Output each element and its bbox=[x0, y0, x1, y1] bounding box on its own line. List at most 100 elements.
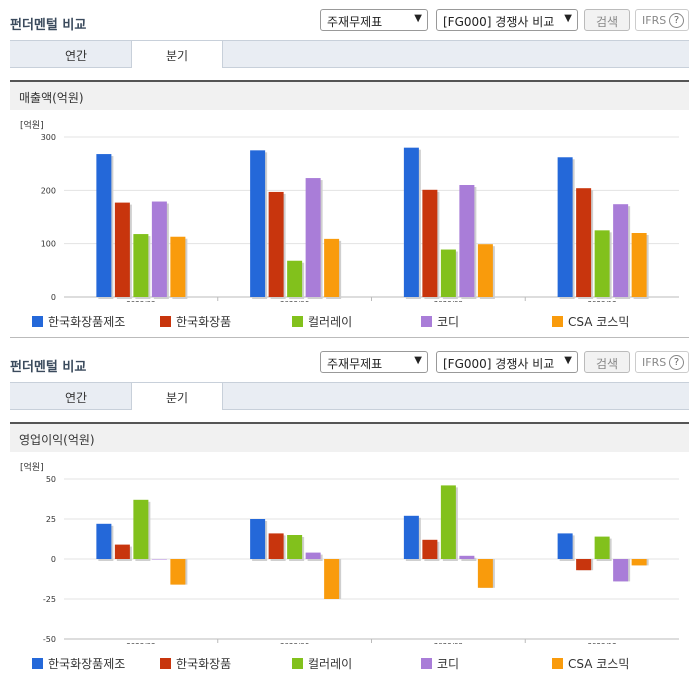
bar-CSA 코스믹[interactable] bbox=[631, 233, 647, 297]
bar-한국화장품제조[interactable] bbox=[250, 519, 266, 559]
y-tick-label: 300 bbox=[41, 133, 56, 142]
bar-컬러레이[interactable] bbox=[440, 485, 456, 559]
compare-select[interactable]: [FG000] 경쟁사 비교 ▼ bbox=[436, 9, 578, 31]
tab-annual[interactable]: 연간 bbox=[64, 391, 88, 405]
y-tick-label: 200 bbox=[41, 186, 56, 195]
legend-label: 컬러레이 bbox=[308, 315, 353, 329]
legend-swatch bbox=[160, 658, 171, 669]
chevron-down-icon: ▼ bbox=[564, 13, 572, 24]
bar-한국화장품[interactable] bbox=[576, 188, 592, 297]
metric-title: 영업이익(억원) bbox=[10, 422, 689, 452]
statement-select[interactable]: 주재무제표 ▼ bbox=[320, 9, 428, 31]
bar-코디[interactable] bbox=[151, 559, 167, 560]
bar-한국화장품[interactable] bbox=[576, 559, 592, 571]
bar-컬러레이[interactable] bbox=[594, 230, 610, 297]
legend-item[interactable]: 한국화장품제조 bbox=[32, 313, 125, 330]
section-title: 펀더멘털 비교 bbox=[10, 360, 87, 375]
legend-item[interactable]: 컬러레이 bbox=[292, 313, 352, 330]
legend-item[interactable]: CSA 코스믹 bbox=[552, 655, 629, 672]
ifrs-button[interactable]: IFRS ? bbox=[635, 9, 689, 31]
x-tick-label: 2023/06 bbox=[280, 642, 310, 644]
bar-한국화장품제조[interactable] bbox=[96, 154, 112, 297]
search-button[interactable]: 검색 bbox=[584, 351, 630, 373]
bar-CSA 코스믹[interactable] bbox=[324, 238, 340, 297]
x-tick-label: 2023/03 bbox=[126, 642, 155, 644]
bar-한국화장품제조[interactable] bbox=[557, 533, 573, 559]
bar-코디[interactable] bbox=[305, 178, 321, 297]
divider bbox=[10, 337, 689, 338]
bar-한국화장품[interactable] bbox=[422, 539, 438, 559]
bar-컬러레이[interactable] bbox=[440, 249, 456, 297]
legend-swatch bbox=[552, 658, 563, 669]
bar-한국화장품[interactable] bbox=[268, 191, 284, 297]
chevron-down-icon: ▼ bbox=[564, 355, 572, 366]
legend-item[interactable]: 코디 bbox=[421, 313, 459, 330]
bar-코디[interactable] bbox=[305, 552, 321, 559]
bar-CSA 코스믹[interactable] bbox=[631, 559, 647, 566]
bar-컬러레이[interactable] bbox=[287, 260, 303, 297]
y-unit-label: [억원] bbox=[20, 463, 44, 473]
legend-item[interactable]: 컬러레이 bbox=[292, 655, 352, 672]
bar-컬러레이[interactable] bbox=[287, 535, 303, 559]
statement-select[interactable]: 주재무제표 ▼ bbox=[320, 351, 428, 373]
tab-quarterly[interactable]: 분기 bbox=[131, 40, 223, 68]
bar-코디[interactable] bbox=[459, 185, 475, 297]
legend-swatch bbox=[32, 658, 43, 669]
bar-코디[interactable] bbox=[151, 201, 167, 297]
compare-select-value: [FG000] 경쟁사 비교 bbox=[443, 15, 555, 29]
y-tick-label: 50 bbox=[46, 475, 56, 484]
legend-label: 한국화장품 bbox=[176, 315, 232, 329]
period-tabs: 연간 분기 bbox=[10, 382, 689, 410]
y-tick-label: -50 bbox=[43, 635, 56, 644]
compare-select-value: [FG000] 경쟁사 비교 bbox=[443, 357, 555, 371]
y-tick-label: -25 bbox=[43, 595, 56, 604]
legend-item[interactable]: 코디 bbox=[421, 655, 459, 672]
bar-한국화장품제조[interactable] bbox=[96, 523, 112, 559]
tab-annual[interactable]: 연간 bbox=[64, 49, 88, 63]
ifrs-button[interactable]: IFRS ? bbox=[635, 351, 689, 373]
x-tick-label: 2023/09 bbox=[434, 300, 463, 302]
x-tick-label: 2023/09 bbox=[434, 642, 463, 644]
bar-한국화장품[interactable] bbox=[114, 202, 130, 297]
bar-컬러레이[interactable] bbox=[594, 536, 610, 559]
bar-한국화장품제조[interactable] bbox=[403, 515, 419, 559]
y-unit-label: [억원] bbox=[20, 121, 44, 131]
fundamental-section-sales: 펀더멘털 비교 주재무제표 ▼ [FG000] 경쟁사 비교 ▼ 검색 IFRS… bbox=[10, 9, 689, 338]
legend-item[interactable]: 한국화장품 bbox=[160, 655, 231, 672]
bar-한국화장품제조[interactable] bbox=[403, 147, 419, 297]
bar-CSA 코스믹[interactable] bbox=[477, 244, 493, 297]
legend-label: 한국화장품 bbox=[176, 657, 232, 671]
legend-item[interactable]: CSA 코스믹 bbox=[552, 313, 629, 330]
help-icon[interactable]: ? bbox=[669, 13, 684, 28]
legend-item[interactable]: 한국화장품 bbox=[160, 313, 231, 330]
bar-코디[interactable] bbox=[613, 204, 629, 297]
compare-select[interactable]: [FG000] 경쟁사 비교 ▼ bbox=[436, 351, 578, 373]
x-tick-label: 2023/03 bbox=[126, 300, 155, 302]
bar-컬러레이[interactable] bbox=[133, 499, 149, 559]
legend-item[interactable]: 한국화장품제조 bbox=[32, 655, 125, 672]
bar-한국화장품[interactable] bbox=[422, 189, 438, 297]
legend-label: CSA 코스믹 bbox=[568, 657, 630, 671]
bar-코디[interactable] bbox=[459, 555, 475, 559]
period-tabs: 연간 분기 bbox=[10, 40, 689, 68]
bar-한국화장품제조[interactable] bbox=[250, 150, 266, 297]
bar-CSA 코스믹[interactable] bbox=[170, 236, 186, 297]
bar-CSA 코스믹[interactable] bbox=[170, 559, 186, 585]
chart-legend: 한국화장품제조 한국화장품 컬러레이 코디 CSA 코스믹 bbox=[10, 655, 689, 673]
legend-swatch bbox=[552, 316, 563, 327]
bar-CSA 코스믹[interactable] bbox=[477, 559, 493, 588]
chevron-down-icon: ▼ bbox=[414, 355, 422, 366]
y-tick-label: 0 bbox=[51, 293, 56, 302]
tab-quarterly[interactable]: 분기 bbox=[131, 382, 223, 410]
bar-컬러레이[interactable] bbox=[133, 234, 149, 297]
legend-label: 한국화장품제조 bbox=[48, 657, 126, 671]
legend-label: CSA 코스믹 bbox=[568, 315, 630, 329]
search-button[interactable]: 검색 bbox=[584, 9, 630, 31]
help-icon[interactable]: ? bbox=[669, 355, 684, 370]
bar-shadow bbox=[461, 557, 477, 561]
bar-CSA 코스믹[interactable] bbox=[324, 559, 340, 599]
bar-한국화장품제조[interactable] bbox=[557, 157, 573, 297]
bar-한국화장품[interactable] bbox=[114, 544, 130, 559]
bar-코디[interactable] bbox=[613, 559, 629, 582]
bar-한국화장품[interactable] bbox=[268, 533, 284, 559]
